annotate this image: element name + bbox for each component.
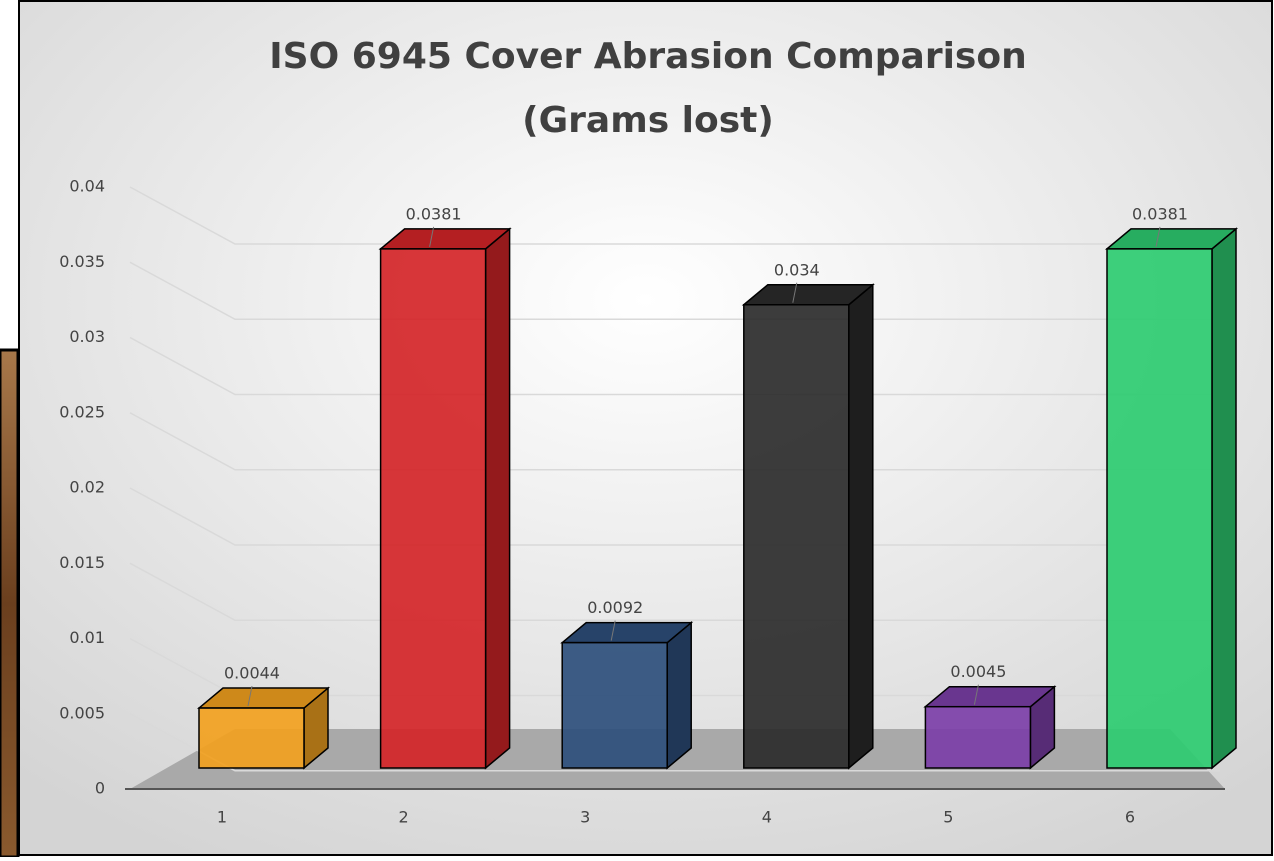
value-label: 0.0381 (1132, 204, 1188, 223)
page: {"chart_data": {"type": "bar3d", "title"… (0, 0, 1274, 857)
y-tick-label: 0.01 (69, 628, 105, 647)
y-tick-label: 0.005 (59, 703, 105, 722)
bar-side (667, 623, 691, 768)
y-tick-label: 0.02 (69, 478, 105, 497)
value-label: 0.0092 (587, 598, 643, 617)
value-label: 0.0381 (406, 204, 462, 223)
x-tick-label: 6 (1125, 808, 1135, 827)
bar (925, 687, 1054, 768)
x-tick-label: 5 (943, 808, 953, 827)
bar-front (199, 708, 304, 768)
x-tick-label: 2 (399, 808, 409, 827)
bar (1107, 229, 1236, 768)
bar-front (562, 643, 667, 768)
bar-top (199, 688, 328, 708)
bar (381, 229, 510, 768)
side-photo (0, 350, 18, 857)
bar-top (381, 229, 510, 249)
chart: ISO 6945 Cover Abrasion Comparison (Gram… (0, 0, 1274, 857)
y-tick-label: 0.04 (69, 177, 105, 196)
bar-front (381, 249, 486, 768)
y-tick-label: 0.025 (59, 402, 105, 421)
bar-top (562, 623, 691, 643)
y-tick-label: 0.03 (69, 327, 105, 346)
y-tick-label: 0.035 (59, 252, 105, 271)
y-tick-label: 0.015 (59, 553, 105, 572)
value-label: 0.034 (774, 260, 820, 279)
bar-front (1107, 249, 1212, 768)
bar-top (925, 687, 1054, 707)
value-label: 0.0045 (950, 662, 1006, 681)
chart-title: ISO 6945 Cover Abrasion Comparison (269, 36, 1026, 77)
bar-side (486, 229, 510, 768)
bar-front (744, 305, 849, 768)
x-tick-label: 1 (217, 808, 227, 827)
bar-top (744, 285, 873, 305)
bar (562, 623, 691, 768)
chart-title: (Grams lost) (522, 100, 774, 141)
bar (199, 688, 328, 768)
x-tick-label: 3 (580, 808, 590, 827)
bar-side (849, 285, 873, 768)
bar-front (925, 707, 1030, 768)
value-label: 0.0044 (224, 664, 280, 683)
y-tick-label: 0 (95, 779, 105, 798)
x-tick-label: 4 (762, 808, 772, 827)
bar-side (1212, 229, 1236, 768)
bar (744, 285, 873, 768)
bar-top (1107, 229, 1236, 249)
